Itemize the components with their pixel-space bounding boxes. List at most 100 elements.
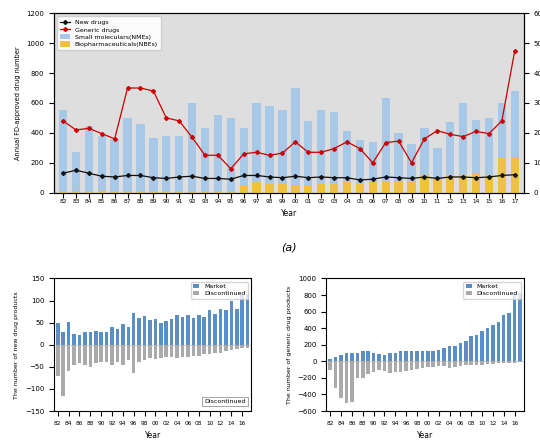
New drugs [163,176,170,181]
New drugs [511,172,518,177]
Bar [143,345,146,360]
Bar [367,361,370,374]
Bar [381,181,390,193]
New drugs [331,175,338,180]
Bar [181,345,184,357]
Bar [367,351,370,361]
Bar [202,345,206,354]
Bar [165,345,168,357]
Bar [159,323,163,345]
Bar [56,345,59,376]
Bar [132,313,136,345]
Generic drugs [344,139,350,145]
New drugs [356,177,363,183]
Bar [508,361,511,363]
Bar [126,345,130,360]
Bar [137,345,141,362]
Bar [136,124,145,193]
Text: Discontinued: Discontinued [204,400,246,404]
Bar [110,345,114,365]
Generic drugs [473,129,480,134]
Bar [265,184,274,193]
Generic drugs [202,152,208,158]
Generic drugs [498,118,505,124]
Bar [159,345,163,358]
Bar [472,173,480,193]
Bar [186,345,190,357]
New drugs [434,176,441,181]
Bar [143,316,146,345]
Bar [278,184,287,193]
Bar [498,103,506,193]
Bar [437,350,441,361]
New drugs [498,173,505,178]
New drugs [292,174,299,179]
Bar [116,345,119,362]
Bar [513,361,516,362]
Bar [511,157,519,193]
New drugs [98,174,105,179]
New drugs [253,173,260,178]
Bar [372,353,375,361]
Bar [121,324,125,345]
X-axis label: Year: Year [145,431,161,440]
Bar [252,182,261,193]
Bar [126,327,130,345]
New drugs [279,175,286,180]
Bar [230,301,233,345]
Bar [518,361,522,362]
Bar [214,192,222,193]
Bar [388,353,392,361]
Bar [356,184,364,193]
X-axis label: Year: Year [417,431,433,440]
Generic drugs [279,150,286,156]
Bar [148,345,152,358]
Bar [98,136,106,193]
Bar [240,185,248,193]
Bar [214,115,222,193]
Generic drugs [369,160,376,165]
Bar [339,361,343,398]
Bar [235,345,239,349]
Bar [219,309,222,345]
Bar [420,128,429,193]
Generic drugs [421,136,428,141]
Bar [497,361,500,363]
Generic drugs [460,134,467,139]
Bar [67,322,70,345]
New drugs [86,171,92,176]
Bar [480,331,484,361]
Bar [188,192,197,193]
Line: New drugs: New drugs [62,169,516,181]
Bar [240,295,244,345]
Bar [415,351,418,361]
Generic drugs [305,150,312,155]
Bar [328,361,332,370]
Bar [472,120,480,193]
Line: Generic drugs: Generic drugs [62,49,516,170]
Bar [513,294,516,361]
Generic drugs [408,160,415,165]
Bar [431,361,435,367]
Bar [99,345,103,362]
New drugs [485,174,492,179]
Bar [448,347,451,361]
Bar [72,191,80,193]
Bar [433,148,442,193]
New drugs [447,174,454,179]
Bar [369,142,377,193]
Y-axis label: The number of new drug products: The number of new drug products [15,291,19,399]
Bar [89,345,92,367]
Bar [518,293,522,361]
Bar [175,192,184,193]
Generic drugs [266,152,273,158]
Bar [94,331,98,345]
New drugs [318,174,325,179]
Bar [433,179,442,193]
Generic drugs [215,152,221,158]
Generic drugs [331,146,338,151]
Bar [227,192,235,193]
Bar [181,317,184,345]
Bar [415,361,418,369]
Bar [154,319,157,345]
